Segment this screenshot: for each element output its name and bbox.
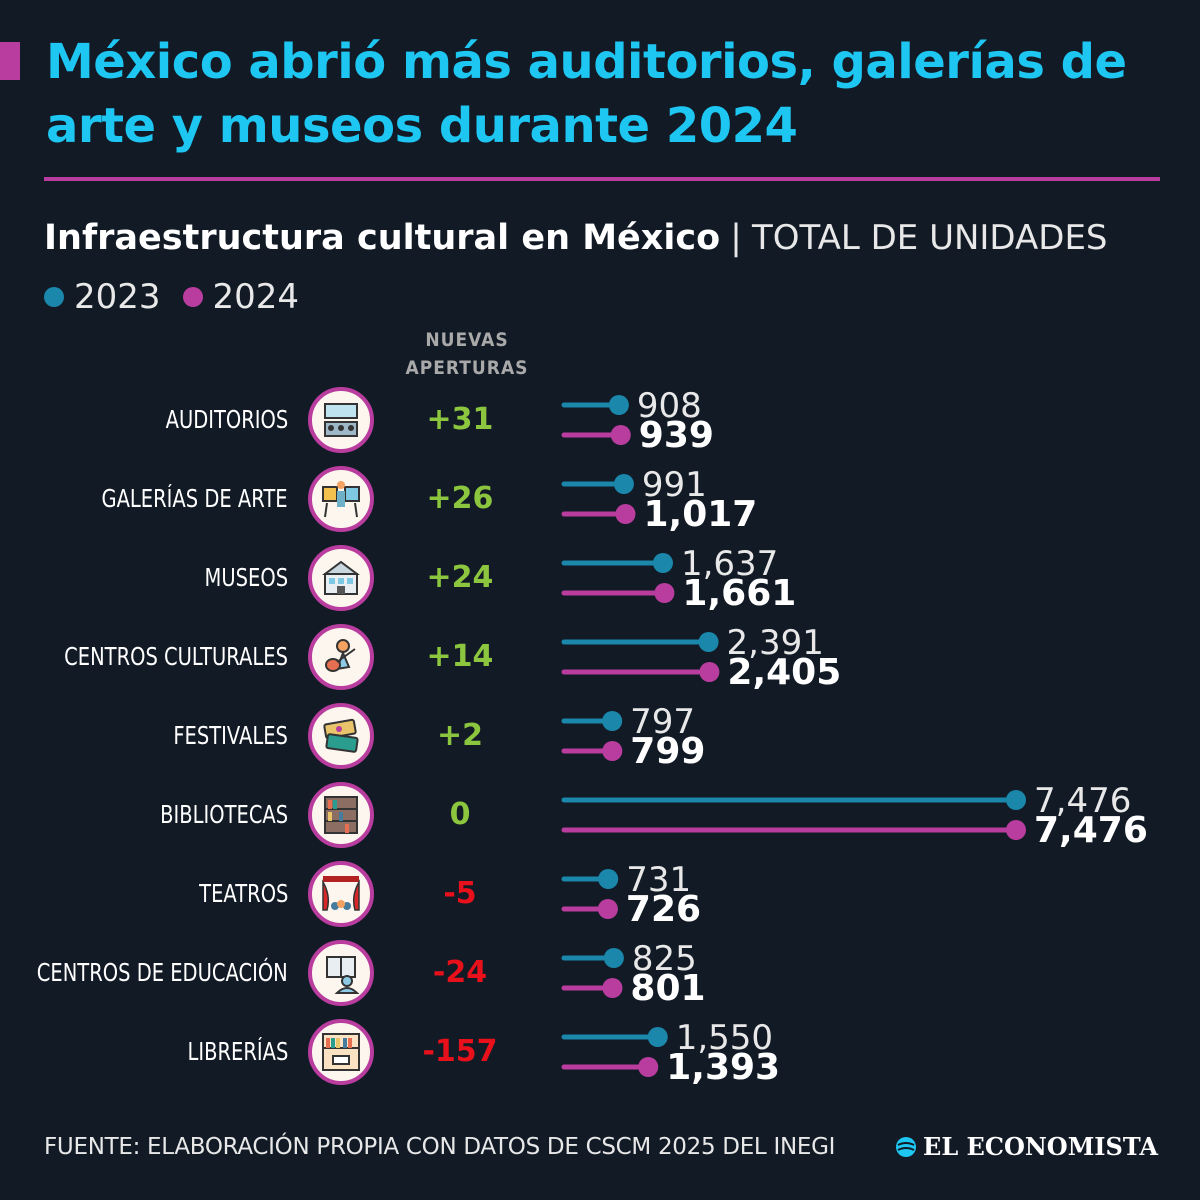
value-label-2024: 1,661 [682, 573, 796, 614]
bar-dot-2024 [602, 741, 623, 761]
nuevas-aperturas-value: +2 [436, 718, 483, 753]
bar-dot-2023 [613, 474, 634, 494]
bar-dot-2023 [698, 632, 719, 652]
bar-dot-2023 [1006, 790, 1026, 810]
value-label-2024: 1,393 [666, 1047, 780, 1088]
legend-item-2024: 2024 [182, 273, 300, 321]
category-label: TEATROS [198, 879, 288, 908]
auditorium-icon [308, 387, 374, 453]
brand-name: EL ECONOMISTA [923, 1132, 1158, 1161]
value-label-2024: 7,476 [1034, 810, 1148, 851]
bar-dot-2023 [603, 948, 624, 968]
category-label: BIBLIOTECAS [159, 800, 288, 829]
bar-dot-2024 [610, 425, 631, 445]
legend-label-2024: 2024 [212, 277, 300, 317]
bar-dot-2024 [1006, 820, 1026, 840]
bookshelf-icon [308, 782, 374, 848]
bookstore-icon [308, 1019, 374, 1085]
art-gallery-icon [308, 466, 374, 532]
bar-dot-2024 [638, 1057, 659, 1077]
chart-subtitle: Infraestructura cultural en México | TOTAL… [44, 213, 1108, 263]
bar-dot-2024 [615, 504, 636, 524]
brand-logo: EL ECONOMISTA [895, 1130, 1158, 1164]
source-note: FUENTE: ELABORACIÓN PROPIA CON DATOS DE … [44, 1134, 836, 1160]
guitar-player-icon [308, 624, 374, 690]
bar-dot-2023 [608, 395, 629, 415]
subtitle-text: Infraestructura cultural en México [44, 218, 721, 258]
museum-icon [308, 545, 374, 611]
bar-dot-2023 [602, 711, 623, 731]
value-label-2023: 797 [630, 702, 695, 742]
bar-dot-2024 [597, 899, 618, 919]
value-label-2023: 7,476 [1034, 781, 1131, 821]
nuevas-aperturas-header: NUEVAS APERTURAS [400, 326, 534, 382]
legend-label-2023: 2023 [74, 277, 161, 317]
nuevas-aperturas-value: -24 [432, 955, 488, 990]
theater-curtain-icon [308, 861, 374, 927]
value-label-2024: 726 [626, 889, 701, 930]
category-label: MUSEOS [204, 563, 288, 592]
nuevas-aperturas-value: +14 [426, 639, 494, 674]
column-header-line-1: NUEVAS [425, 329, 509, 351]
nuevas-aperturas-value: +26 [426, 481, 494, 516]
value-label-2024: 1,017 [643, 494, 757, 535]
legend-dot-2023 [44, 287, 64, 307]
value-label-2023: 1,550 [676, 1018, 773, 1058]
legend-item-2023: 2023 [44, 273, 161, 321]
bar-dot-2023 [652, 553, 673, 573]
nuevas-aperturas-value: +24 [426, 560, 494, 595]
bar-dot-2024 [699, 662, 720, 682]
festival-tickets-icon [308, 703, 374, 769]
category-label: CENTROS CULTURALES [64, 642, 288, 671]
category-label: LIBRERÍAS [187, 1037, 288, 1066]
unit-label: TOTAL DE UNIDADES [751, 218, 1108, 258]
value-label-2023: 731 [626, 860, 691, 900]
value-label-2023: 1,637 [681, 544, 778, 584]
subtitle-separator: | [730, 218, 742, 258]
category-label: CENTROS DE EDUCACIÓN [37, 958, 288, 987]
page-title: México abrió más auditorios, galerías de… [46, 34, 1127, 154]
value-label-2023: 908 [637, 386, 702, 426]
value-label-2024: 801 [630, 968, 705, 1009]
value-label-2023: 2,391 [727, 623, 824, 663]
nuevas-aperturas-value: 0 [449, 797, 471, 832]
bar-dot-2023 [647, 1027, 668, 1047]
nuevas-aperturas-value: +31 [426, 402, 494, 437]
value-label-2024: 2,405 [727, 652, 841, 693]
brand-globe-icon [896, 1137, 917, 1157]
legend: 2023 2024 [44, 272, 321, 321]
value-label-2023: 991 [642, 465, 707, 505]
category-label: GALERÍAS DE ARTE [101, 484, 288, 513]
value-label-2023: 825 [632, 939, 697, 979]
category-label: AUDITORIOS [165, 405, 288, 434]
title-accent-bar [0, 42, 20, 80]
nuevas-aperturas-value: -5 [443, 876, 477, 911]
value-label-2024: 799 [630, 731, 705, 772]
title-divider [44, 177, 1160, 181]
bar-dot-2023 [598, 869, 619, 889]
legend-dot-2024 [182, 287, 203, 307]
category-label: FESTIVALES [173, 721, 288, 750]
nuevas-aperturas-value: -157 [422, 1034, 498, 1069]
bar-dot-2024 [654, 583, 675, 603]
column-header-line-2: APERTURAS [405, 357, 529, 379]
reading-icon [308, 940, 374, 1006]
value-label-2024: 939 [639, 415, 714, 456]
bar-dot-2024 [602, 978, 623, 998]
